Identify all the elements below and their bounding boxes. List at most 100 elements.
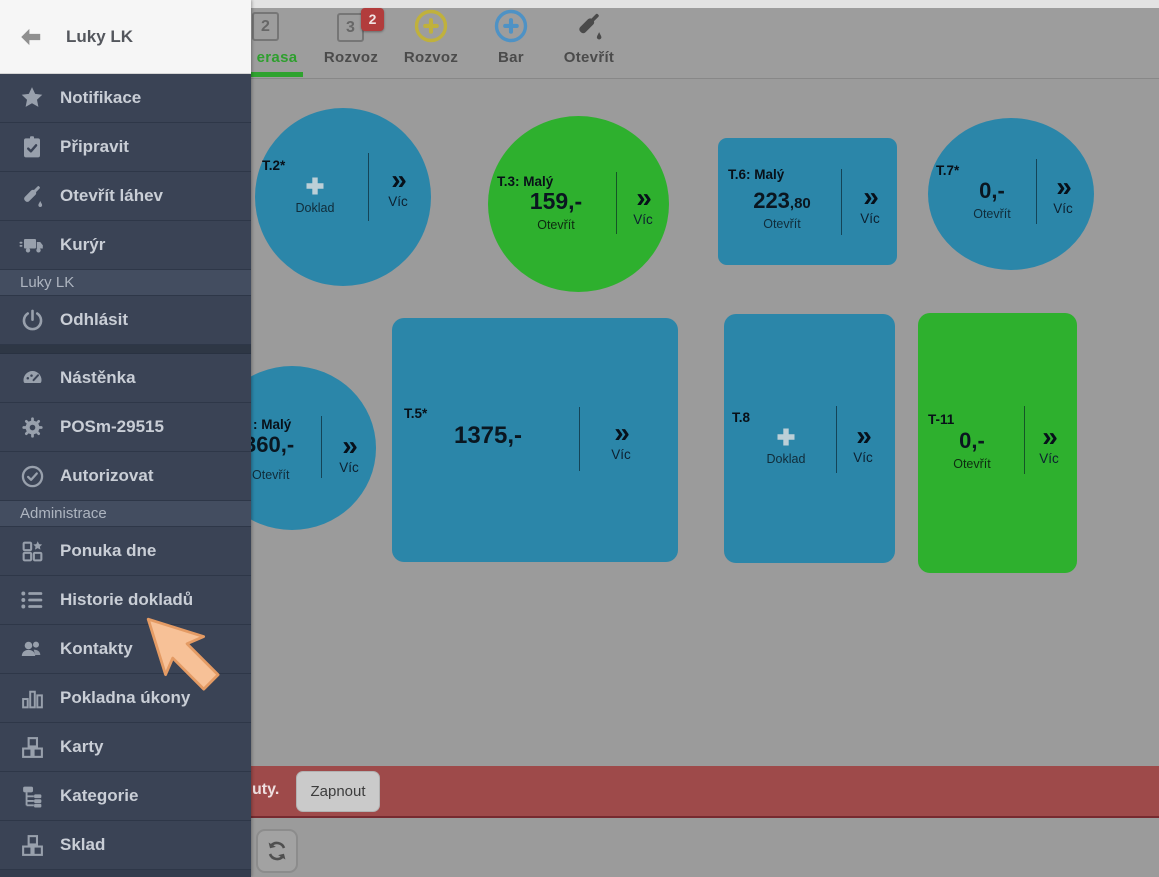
tile-more-button[interactable]: » Víc [1042, 173, 1084, 217]
table-tile-t7[interactable]: T.7* 0,- Otevřít » Víc [928, 118, 1094, 270]
sidebar-section-administrace: Administrace [0, 501, 251, 527]
tile-more-button[interactable]: » Víc [328, 430, 370, 476]
table-name: T.2* [262, 158, 286, 173]
table-tile-t2[interactable]: T.2* Doklad » Víc [255, 108, 431, 286]
drawer-user-label: Luky LK [66, 26, 134, 46]
cubes-icon [16, 735, 48, 760]
double-chevron-icon: » [342, 430, 358, 461]
tile-divider [368, 153, 369, 221]
sidebar-item-nastenka[interactable]: Nástěnka [0, 354, 251, 403]
sidebar-item-label: Karty [60, 737, 104, 756]
table-tile-t11[interactable]: T-11 0,- Otevřít » Víc [918, 313, 1077, 573]
bottle-icon [579, 13, 602, 40]
tab-label: Otevřít [563, 49, 615, 66]
sidebar-item-label: Nástěnka [60, 368, 136, 387]
section-label: Luky LK [20, 274, 75, 291]
users-icon [16, 637, 48, 661]
tile-more-button[interactable]: » Víc [1028, 423, 1070, 467]
active-tab-underline [248, 72, 303, 77]
sidebar-item-kontakty[interactable]: Kontakty [0, 625, 251, 674]
more-label: Víc [633, 212, 653, 227]
table-name: : Malý [253, 417, 292, 432]
sidebar-item-label: Kurýr [60, 235, 106, 254]
table-name: T.5* [404, 406, 428, 421]
sidebar-item-odhlasit[interactable]: Odhlásit [0, 296, 251, 345]
sidebar-item-label: Ponuka dne [60, 541, 157, 560]
tab-label: Bar [498, 49, 524, 66]
table-tile-t6[interactable]: T.6: Malý 223,80 Otevřít » Víc [718, 138, 897, 265]
sidebar-item-historie-dokladu[interactable]: Historie dokladů [0, 576, 251, 625]
bottle-icon [16, 183, 48, 209]
table-count-square: 3 [337, 13, 364, 42]
sidebar-item-pokladna-ukony[interactable]: Pokladna úkony [0, 674, 251, 723]
plus-circle-blue-icon [494, 9, 528, 43]
tile-amount: 0,- [979, 178, 1005, 203]
tile-more-button[interactable]: » Víc [377, 164, 419, 210]
sidebar-item-label: Historie dokladů [60, 590, 194, 609]
refresh-button[interactable] [256, 829, 298, 873]
dashboard-icon [16, 366, 48, 390]
table-tile-t3[interactable]: T.3: Malý 159,- Otevřít » Víc [488, 116, 669, 292]
tile-divider [1036, 159, 1037, 224]
tile-more-button[interactable]: » Víc [622, 182, 664, 228]
arrow-left-icon [18, 24, 44, 50]
bar-chart-icon [16, 686, 48, 711]
double-chevron-icon: » [614, 417, 630, 448]
plus-icon [777, 428, 795, 446]
more-label: Víc [388, 194, 408, 209]
tile-more-button[interactable]: » Víc [600, 417, 642, 463]
table-tile-t8[interactable]: T.8 Doklad » Víc [724, 314, 895, 563]
tile-amount: 1375,- [453, 422, 523, 449]
double-chevron-icon: » [636, 182, 652, 213]
sidebar-item-pripravit[interactable]: Připravit [0, 123, 251, 172]
tile-more-button[interactable]: » Víc [849, 183, 891, 227]
sidebar-item-label: Odhlásit [60, 310, 129, 329]
sidebar-section-user: Luky LK [0, 270, 251, 296]
tile-action-label: Otevřít [537, 218, 575, 232]
tile-divider [841, 169, 842, 235]
sidebar-item-label: Sklad [60, 835, 106, 854]
clipboard-check-icon [16, 135, 48, 159]
tab-label: Rozvoz [403, 49, 459, 66]
check-circle-icon [16, 464, 48, 489]
sidebar-separator [0, 345, 251, 354]
tile-divider [1024, 406, 1025, 474]
tile-action-label: Otevřít [763, 217, 801, 231]
tile-action-label: Otevřít [953, 457, 991, 471]
tile-action-label: Otevřít [252, 468, 290, 482]
sidebar-item-otevrit-lahev[interactable]: Otevřít láhev [0, 172, 251, 221]
cubes-icon [16, 833, 48, 858]
tile-action-label: Doklad [295, 201, 335, 215]
notification-badge: 2 [361, 8, 384, 31]
tile-amount: 223 [753, 188, 790, 213]
tile-more-button[interactable]: » Víc [842, 420, 884, 466]
sidebar-item-notifikace[interactable]: Notifikace [0, 74, 251, 123]
table-name: T-11 [928, 412, 955, 427]
more-label: Víc [1053, 201, 1073, 216]
tile-action-label: Otevřít [973, 207, 1011, 221]
table-tile-t5[interactable]: T.5* 1375,- » Víc [392, 318, 678, 562]
drawer-header-back[interactable]: Luky LK [0, 0, 251, 74]
tile-divider [579, 407, 580, 471]
sidebar-item-kuryr[interactable]: Kurýr [0, 221, 251, 270]
tab-label: Rozvoz [323, 49, 379, 66]
sidebar-item-kategorie[interactable]: Kategorie [0, 772, 251, 821]
plus-icon [306, 177, 324, 195]
tile-amount: 159,- [529, 188, 583, 214]
double-chevron-icon: » [856, 420, 872, 451]
sidebar-item-autorizovat[interactable]: Autorizovat [0, 452, 251, 501]
sidebar-item-karty[interactable]: Karty [0, 723, 251, 772]
zapnout-button[interactable]: Zapnout [296, 771, 380, 812]
more-label: Víc [860, 211, 880, 226]
sidebar-item-sklad[interactable]: Sklad [0, 821, 251, 870]
sidebar-item-label: POSm-29515 [60, 417, 164, 436]
sidebar-item-ponuka-dne[interactable]: Ponuka dne [0, 527, 251, 576]
table-count-square: 2 [252, 12, 279, 41]
sidebar-item-label: Pokladna úkony [60, 688, 191, 707]
double-chevron-icon: » [391, 164, 407, 195]
tile-divider [321, 416, 322, 478]
table-name: T.6: Malý [728, 167, 785, 182]
sidebar-item-label: Kontakty [60, 639, 133, 658]
sidebar-item-posm[interactable]: POSm-29515 [0, 403, 251, 452]
plus-circle-yellow-icon [414, 9, 448, 43]
